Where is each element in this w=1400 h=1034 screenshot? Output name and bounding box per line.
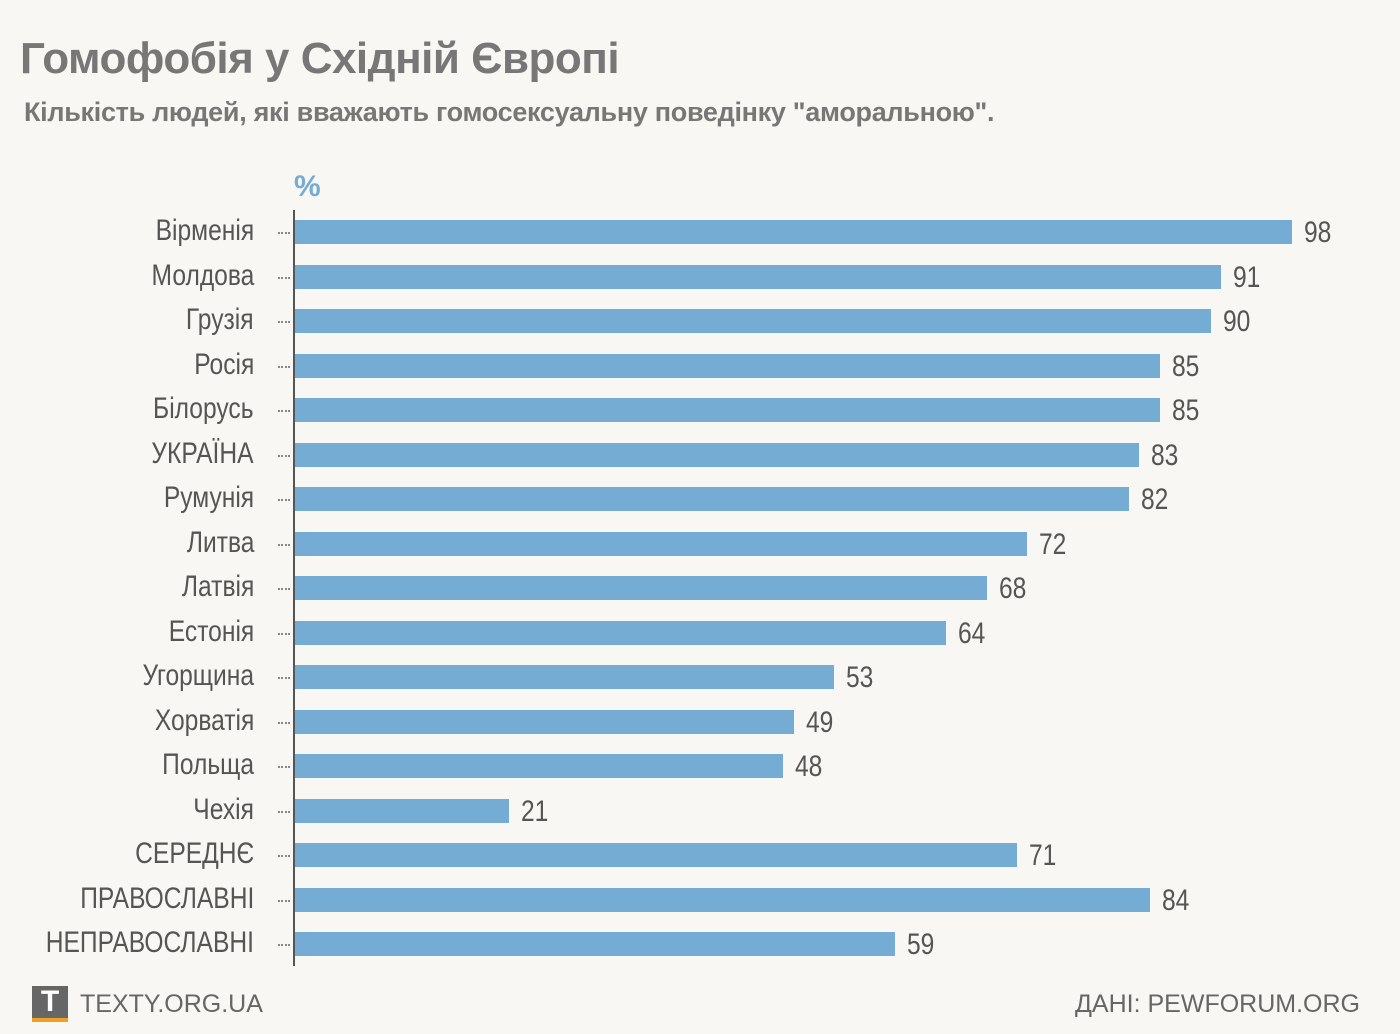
- bar: [295, 665, 835, 689]
- leader-dots: [278, 588, 290, 590]
- category-label: Естонія: [168, 614, 254, 648]
- category-label: Грузія: [186, 303, 254, 336]
- logo-letter: T: [40, 985, 60, 1018]
- category-label: Румунія: [163, 481, 254, 514]
- category-label: НЕПРАВОСЛАВНІ: [45, 926, 254, 959]
- bar: [295, 264, 1221, 289]
- value-label: 83: [1151, 438, 1179, 472]
- category-label: Молдова: [151, 258, 254, 292]
- leader-dots: [278, 232, 290, 234]
- value-label: 71: [1029, 839, 1057, 872]
- bar: [295, 576, 987, 600]
- category-label: ПРАВОСЛАВНІ: [79, 881, 254, 915]
- value-label: 21: [520, 794, 549, 828]
- value-label: 53: [846, 661, 874, 694]
- category-label: СЕРЕДНЄ: [134, 837, 254, 870]
- unit-label: %: [294, 170, 321, 203]
- chart-subtitle: Кількість людей, які вважають гомосексуа…: [24, 97, 995, 127]
- value-label: 90: [1222, 305, 1250, 338]
- leader-dots: [278, 543, 290, 546]
- value-label: 91: [1232, 260, 1261, 294]
- category-label: Вірменія: [155, 214, 254, 247]
- leader-dots: [278, 855, 290, 857]
- leader-dots: [278, 766, 290, 768]
- value-label: 59: [907, 928, 935, 961]
- site-name: TEXTY.ORG.UA: [80, 990, 263, 1018]
- leader-dots: [278, 944, 290, 946]
- bar: [295, 531, 1028, 556]
- category-label: Росія: [193, 347, 254, 381]
- category-label: Литва: [186, 525, 254, 559]
- bar: [295, 487, 1130, 511]
- leader-dots: [278, 721, 290, 724]
- category-label: Білорусь: [153, 392, 254, 425]
- leader-dots: [278, 899, 290, 902]
- value-label: 64: [958, 616, 986, 650]
- bar: [295, 620, 947, 645]
- value-label: 82: [1141, 483, 1169, 516]
- texty-logo: T: [32, 985, 68, 1022]
- value-label: 84: [1161, 883, 1189, 917]
- bar: [295, 309, 1211, 333]
- leader-dots: [278, 677, 290, 679]
- bar: [295, 353, 1160, 378]
- bar: [295, 843, 1018, 867]
- leader-dots: [278, 632, 290, 635]
- bar: [295, 754, 784, 778]
- bar: [295, 932, 896, 956]
- value-label: 85: [1171, 349, 1200, 383]
- category-label: Латвія: [181, 570, 254, 603]
- bar: [295, 220, 1292, 244]
- leader-dots: [278, 499, 290, 501]
- value-label: 49: [805, 705, 833, 739]
- chart-title: Гомофобія у Східній Європі: [20, 34, 620, 83]
- leader-dots: [278, 410, 290, 412]
- data-source: ДАНІ: PEWFORUM.ORG: [1075, 990, 1360, 1018]
- bar: [295, 887, 1150, 912]
- leader-dots: [278, 810, 290, 813]
- value-label: 68: [998, 572, 1027, 605]
- bar: [295, 798, 509, 823]
- category-label: УКРАЇНА: [151, 436, 254, 470]
- category-label: Чехія: [193, 792, 254, 826]
- value-label: 98: [1304, 216, 1332, 249]
- bar: [295, 709, 794, 734]
- value-label: 48: [795, 750, 823, 783]
- value-label: 85: [1171, 394, 1200, 427]
- category-label: Польща: [162, 748, 254, 781]
- value-label: 72: [1039, 527, 1067, 561]
- leader-dots: [278, 365, 290, 368]
- category-label: Угорщина: [142, 659, 254, 692]
- leader-dots: [278, 454, 290, 457]
- bar: [295, 442, 1140, 467]
- leader-dots: [278, 276, 290, 279]
- y-axis-line: [293, 210, 295, 966]
- bar: [295, 398, 1160, 422]
- category-label: Хорватія: [154, 703, 254, 737]
- leader-dots: [278, 321, 290, 323]
